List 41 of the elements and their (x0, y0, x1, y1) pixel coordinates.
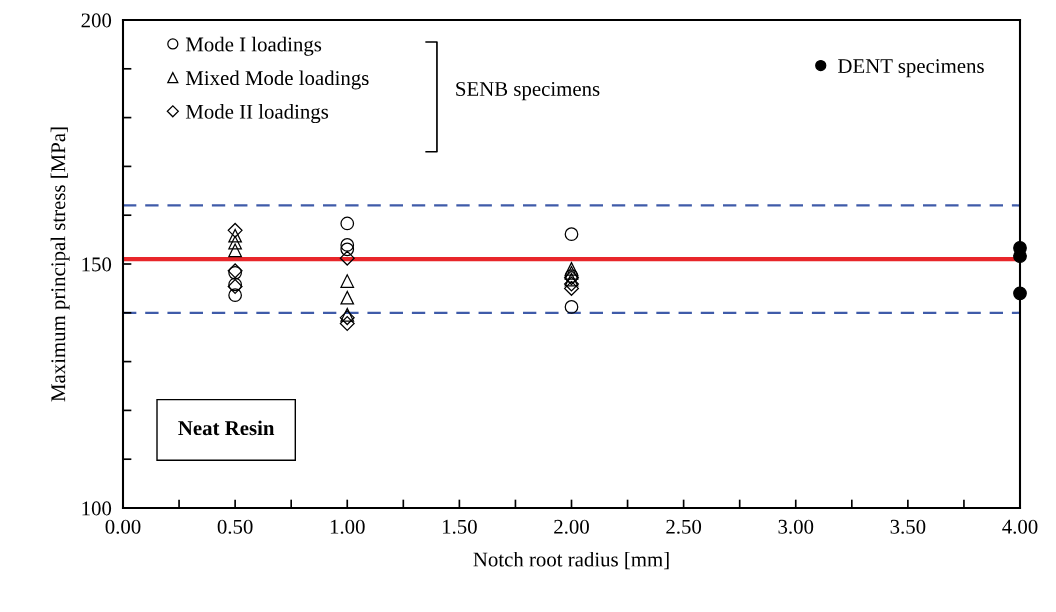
point (339, 250, 355, 266)
point (340, 216, 355, 231)
point (340, 274, 355, 288)
annotation: Neat Resin (178, 420, 275, 436)
x-tick-label: 2.50 (666, 519, 702, 534)
x-tick-label: 3.50 (890, 519, 926, 534)
point (340, 307, 355, 322)
legend-label: Mode II loadings (185, 104, 329, 124)
x-tick-label: 0.50 (217, 519, 253, 534)
point (228, 228, 242, 243)
point (564, 276, 579, 292)
point (564, 300, 579, 314)
point (339, 310, 355, 326)
point (228, 288, 242, 303)
y-axis-title: Maximum principal stress [MPa] (50, 127, 70, 402)
x-tick-label: 2.00 (554, 519, 589, 534)
x-tick-label: 4.00 (1002, 519, 1038, 534)
x-tick-label: 0.00 (105, 519, 141, 534)
point (227, 222, 243, 238)
x-axis-title: Notch root radius [mm] (473, 551, 669, 570)
point (339, 316, 355, 332)
point (340, 290, 355, 305)
point (564, 262, 579, 276)
legend-label: Mode I loadings (185, 36, 322, 56)
x-tick-label: 1.00 (330, 519, 365, 534)
point (564, 227, 579, 242)
x-tick-label: 3.00 (778, 519, 814, 534)
legend-label: DENT specimens (838, 59, 984, 78)
x-tick-label: 1.50 (442, 519, 477, 534)
point (564, 265, 579, 280)
legend-label: Mixed Mode loadings (185, 70, 369, 90)
y-tick-label: 200 (81, 13, 112, 28)
point (228, 243, 242, 258)
annotation: SENB specimens (456, 81, 600, 101)
y-tick-label: 150 (82, 257, 112, 272)
point (340, 242, 355, 257)
point (564, 280, 579, 296)
point (228, 235, 242, 250)
y-tick-label: 100 (82, 501, 112, 516)
point (1013, 286, 1027, 301)
point (340, 238, 355, 252)
